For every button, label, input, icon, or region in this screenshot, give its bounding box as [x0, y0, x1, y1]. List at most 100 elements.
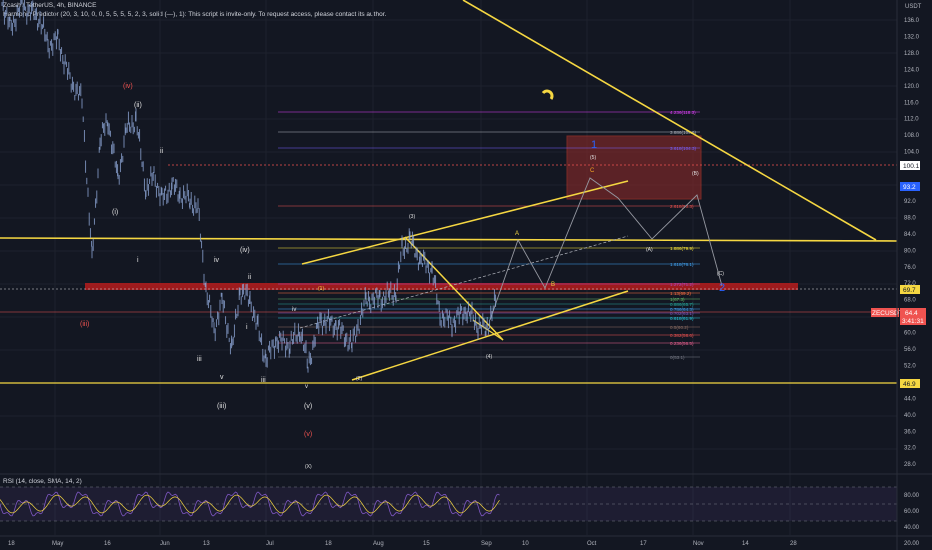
wave-ii-2: ii [248, 274, 252, 281]
rsi-tick: 80.00 [904, 493, 920, 499]
wave-iv-paren: (iv) [240, 247, 250, 254]
target-zone[interactable] [566, 135, 702, 200]
fib-label: 3.618(104.3) [670, 146, 697, 151]
price-tick: 136.0 [904, 18, 920, 24]
price-unit-label: USDT [905, 4, 922, 10]
symbol-tag: ZECUSDT [872, 310, 903, 317]
date-tick: Sep [481, 541, 492, 547]
price-tick: 112.0 [904, 117, 919, 123]
fib-label: 4.236(118.3) [670, 110, 696, 115]
projection-path [489, 177, 723, 321]
rsi-tick: 60.00 [904, 509, 920, 515]
wave-2-paren: (2) [356, 376, 362, 382]
price-tick: 124.0 [904, 67, 920, 73]
date-tick: May [52, 541, 63, 547]
date-tick: 10 [522, 541, 529, 547]
downtrend-line[interactable] [462, 0, 877, 241]
wave-C-paren: (C) [717, 271, 724, 277]
date-tick: Jul [266, 541, 274, 547]
price-tag-100: 100.1 [903, 163, 920, 170]
wave-v-paren-2: (v) [304, 403, 312, 410]
fib-label: 0.5(60.2) [670, 325, 689, 330]
fib-label: 0.382(58.6) [670, 333, 694, 338]
wave-iv-2: iv [292, 307, 296, 313]
wave-1-paren: (1) [318, 286, 324, 292]
price-tick: 76.0 [904, 265, 916, 271]
wave-iii-paren-2: (iii) [217, 403, 226, 410]
price-tick: 56.0 [904, 347, 916, 353]
wave-labels: (iv) (iii) (v) (ii) (i) ii i iv iii (iv)… [80, 83, 725, 470]
price-tick: 44.0 [904, 396, 916, 402]
date-tick: 14 [742, 541, 749, 547]
price-tag-69: 69.7 [903, 287, 916, 294]
channel-mid-dashed[interactable] [299, 235, 629, 329]
wave-4-paren: (4) [486, 354, 492, 360]
last-price: 64.4 [905, 310, 918, 317]
fib-label: 1.618(76.1) [670, 262, 694, 267]
price-tick: 84.0 [904, 232, 916, 238]
date-tick: 18 [8, 541, 15, 547]
rsi-legend[interactable]: RSI (14, close, SMA, 14, 2) [3, 478, 82, 485]
rsi-tick: 20.00 [904, 541, 920, 547]
fib-label: 1.13(69.2) [670, 291, 691, 296]
drawing-arc-icon[interactable] [541, 89, 554, 100]
wave-B: B [551, 282, 555, 288]
wave-B-paren: (B) [692, 171, 699, 177]
channel-upper[interactable] [301, 180, 629, 265]
date-axis[interactable]: 18 May 16 Jun 13 Jul 18 Aug 15 Sep 10 Oct 17 Nov 14 28 [8, 541, 797, 547]
wave-red-v: (v) [304, 431, 312, 438]
wave-i-2: i [246, 324, 248, 331]
channel-lower[interactable] [351, 290, 629, 381]
wave-ii: ii [160, 148, 164, 155]
wave-3-paren: (3) [409, 214, 415, 220]
rsi-ma-line [0, 494, 500, 514]
fib-label: 1(67.3) [670, 297, 685, 302]
price-tick: 68.0 [904, 298, 916, 304]
wave-v: v [220, 374, 224, 381]
fib-label: 1.886(79.9) [670, 246, 694, 251]
fib-label: 0.618(61.9) [670, 316, 694, 321]
price-tag-47: 46.9 [903, 381, 916, 388]
date-tick: 15 [423, 541, 430, 547]
fib-label: 0.702(63.1) [670, 311, 694, 316]
wave-i-paren: (i) [112, 209, 118, 216]
fib-label: 0.886(65.7) [670, 302, 694, 307]
price-tick: 40.0 [904, 413, 916, 419]
resistance-zone[interactable] [85, 283, 798, 290]
rsi-line [0, 491, 500, 517]
rsi-pane[interactable] [0, 486, 897, 522]
date-tick: Nov [693, 541, 704, 547]
price-axis[interactable]: 136.0 132.0 128.0 124.0 120.0 116.0 112.0 108.0… [904, 18, 920, 468]
wave-red-iii: (iii) [80, 321, 89, 328]
date-tick: 13 [203, 541, 210, 547]
wave-big-1: 1 [591, 139, 597, 151]
date-tick: Aug [373, 541, 384, 547]
fib-label: 0(53.1) [670, 355, 685, 360]
price-series[interactable] [1, 0, 497, 373]
price-tag-93: 93.2 [903, 184, 916, 191]
price-tick: 120.0 [904, 84, 920, 90]
date-tick: 17 [640, 541, 647, 547]
date-tick: Oct [587, 541, 597, 547]
price-tick: 108.0 [904, 133, 920, 139]
price-tick: 132.0 [904, 34, 920, 40]
grid [0, 0, 897, 535]
price-tick: 36.0 [904, 429, 916, 435]
date-tick: Jun [160, 541, 170, 547]
wave-C: C [590, 168, 595, 174]
price-tags: 100.1 93.2 69.7 ZECUSDT 64.4 3:41:31 46.… [871, 161, 926, 388]
price-tick: 52.0 [904, 363, 916, 369]
chart-header: Zcash / TetherUS, 4h, BINANCE Harmonic P… [3, 2, 386, 19]
indicator-legend[interactable]: Harmonic Predictor (20, 3, 10, 0, 0, 5, … [3, 10, 387, 18]
resistance-line[interactable] [0, 237, 898, 242]
price-tick: 72.0 [904, 281, 916, 287]
price-tick: 60.0 [904, 331, 916, 337]
fib-label: 3.886(109.6) [670, 130, 697, 135]
wave-iv: iv [214, 257, 220, 264]
price-tick: 80.0 [904, 248, 916, 254]
symbol-title[interactable]: Zcash / TetherUS, 4h, BINANCE [3, 2, 97, 9]
date-tick: 16 [104, 541, 111, 547]
date-tick: 28 [790, 541, 797, 547]
fib-label: 0.236(56.5) [670, 341, 694, 346]
